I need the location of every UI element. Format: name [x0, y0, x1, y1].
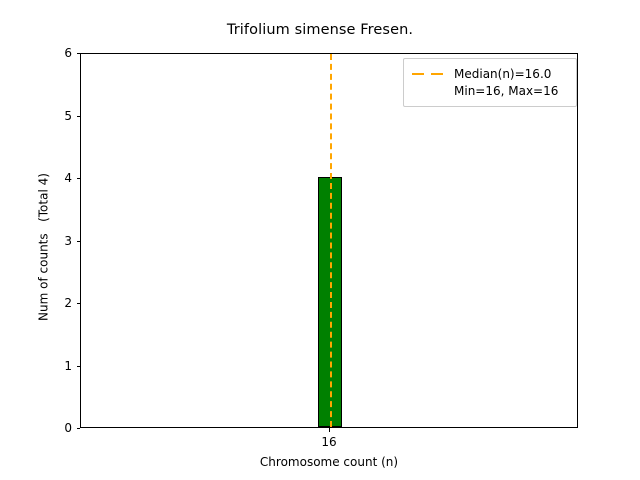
- y-tick-mark: [76, 365, 80, 367]
- y-axis-label: Num of counts (Total 4): [36, 173, 51, 321]
- x-axis-label: Chromosome count (n): [259, 455, 399, 469]
- y-tick-label: 6: [64, 46, 72, 60]
- y-tick-mark: [76, 115, 80, 117]
- legend-item-minmax: Min=16, Max=16: [412, 82, 568, 99]
- median-line: [330, 54, 332, 427]
- y-tick-label: 3: [64, 233, 72, 248]
- y-tick-mark: [76, 178, 80, 179]
- dashed-line-icon: [412, 69, 445, 79]
- legend-item-median: Median(n)=16.0: [412, 65, 568, 82]
- legend-label-median: Median(n)=16.0: [454, 66, 552, 81]
- x-tick-label: 16: [321, 435, 337, 449]
- y-tick-label: 1: [64, 358, 72, 373]
- y-tick-label: 0: [64, 421, 72, 435]
- x-tick-mark: [329, 428, 330, 432]
- legend-label-minmax: Min=16, Max=16: [454, 83, 559, 98]
- plot-inner: [81, 54, 577, 427]
- y-tick-mark: [76, 428, 80, 429]
- y-tick-label: 2: [64, 296, 72, 310]
- plot-area: [80, 53, 578, 428]
- chart-title: Trifolium simense Fresen.: [226, 22, 414, 38]
- y-tick-label: 4: [64, 171, 72, 185]
- chart-legend: Median(n)=16.0 Min=16, Max=16: [403, 58, 577, 107]
- y-tick-mark: [76, 303, 80, 304]
- y-tick-label: 5: [64, 108, 72, 123]
- y-tick-mark: [76, 53, 80, 54]
- y-tick-mark: [76, 240, 80, 242]
